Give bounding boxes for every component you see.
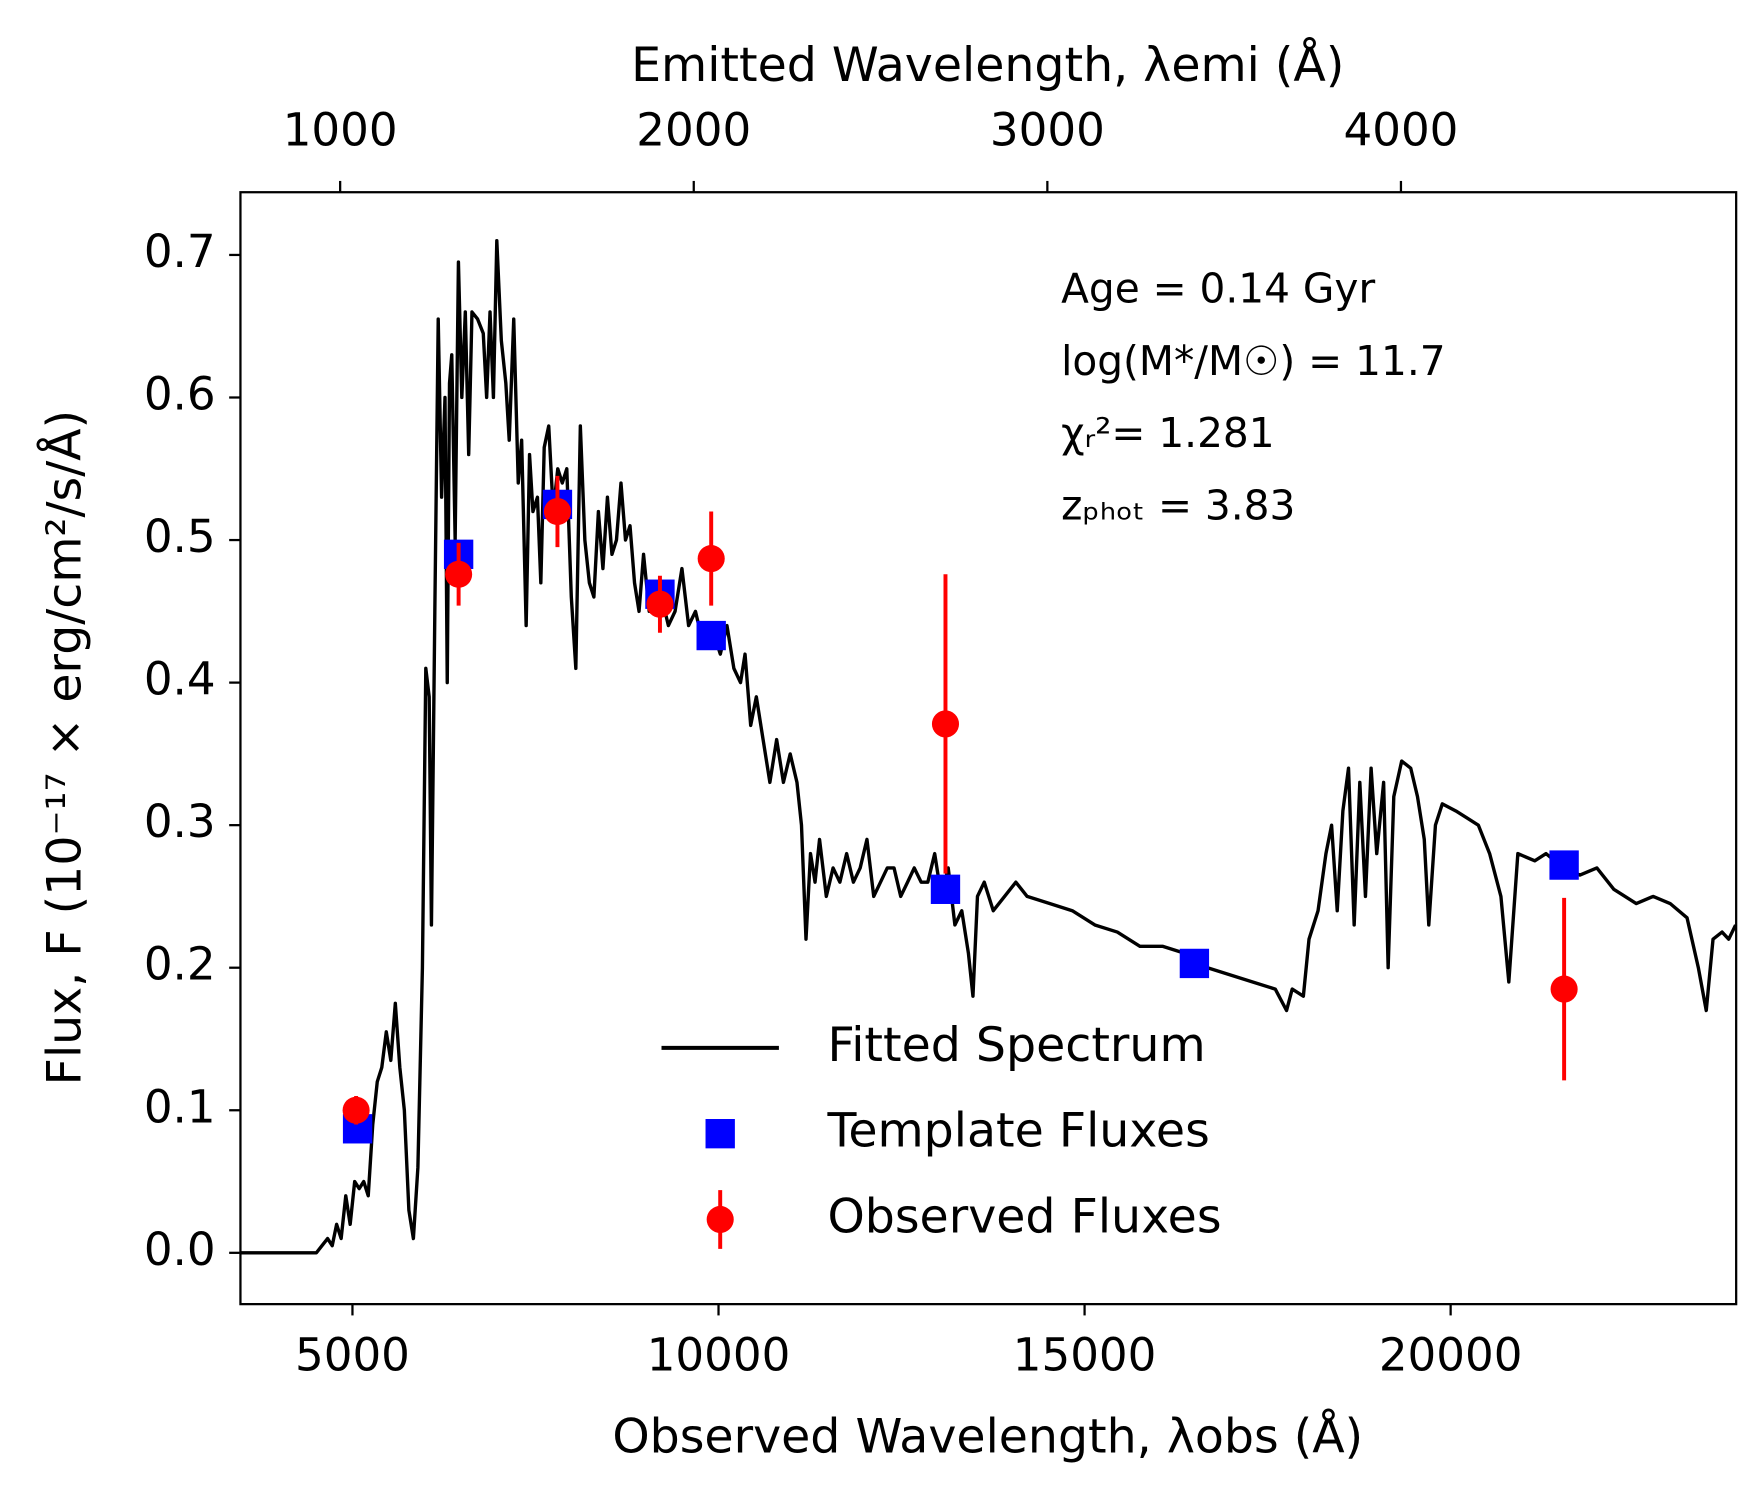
- y-tick-label: 0.6: [144, 367, 216, 420]
- annotation: zₚₕₒₜ = 3.83: [1061, 481, 1295, 529]
- annotation: log(M*/M☉) = 11.7: [1061, 337, 1445, 385]
- top-axis-label: Emitted Wavelength, λemi (Å): [631, 36, 1344, 93]
- observed-flux: [931, 710, 960, 738]
- y-tick-label: 0.1: [144, 1080, 216, 1133]
- template-flux: [696, 620, 726, 651]
- y-axis-label: Flux, F (10⁻¹⁷ × erg/cm²/s/Å): [36, 410, 93, 1085]
- x-tick-label: 15000: [1013, 1328, 1157, 1381]
- x-tick-label: 5000: [295, 1328, 410, 1381]
- legend-label: Observed Fluxes: [827, 1189, 1221, 1244]
- x-axis-label: Observed Wavelength, λobs (Å): [612, 1408, 1363, 1465]
- x-tick-label: 10000: [647, 1328, 791, 1381]
- observed-flux: [342, 1096, 370, 1124]
- y-tick-label: 0.3: [144, 795, 216, 848]
- observed-flux: [445, 560, 473, 588]
- top-tick-label: 2000: [636, 104, 751, 157]
- legend-label: Fitted Spectrum: [827, 1018, 1205, 1073]
- x-tick-label: 20000: [1379, 1328, 1523, 1381]
- observed-flux: [543, 497, 571, 526]
- y-tick-label: 0.2: [144, 938, 216, 991]
- plot-frame: [239, 191, 1738, 1306]
- observed-flux: [1550, 975, 1578, 1003]
- spectrum-line: [240, 238, 1738, 1255]
- y-tick-label: 0.0: [144, 1223, 216, 1276]
- y-tick-label: 0.4: [144, 653, 216, 706]
- top-tick-label: 3000: [990, 104, 1105, 157]
- template-flux: [1179, 948, 1210, 979]
- template-flux: [930, 874, 961, 904]
- top-tick-label: 4000: [1344, 104, 1459, 157]
- legend-marker: [706, 1205, 734, 1234]
- top-tick-label: 1000: [283, 104, 398, 157]
- observed-flux: [697, 545, 725, 573]
- y-tick-label: 0.7: [144, 225, 216, 278]
- annotation: Age = 0.14 Gyr: [1061, 265, 1375, 313]
- annotation: χᵣ²= 1.281: [1061, 409, 1275, 457]
- y-tick-label: 0.5: [144, 510, 216, 563]
- observed-flux: [646, 590, 674, 618]
- legend-label: Template Fluxes: [826, 1104, 1209, 1159]
- template-flux: [1549, 850, 1579, 880]
- legend-square: [705, 1119, 735, 1149]
